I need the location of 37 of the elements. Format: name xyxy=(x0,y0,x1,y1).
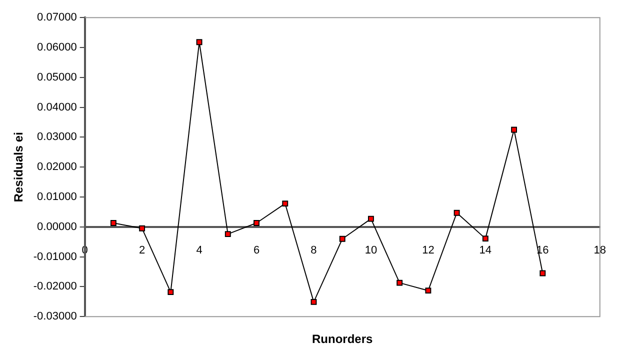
point xyxy=(425,288,432,294)
x-tick-label: 2 xyxy=(138,244,146,257)
point xyxy=(396,280,403,286)
y-tick-label: 0.06000 xyxy=(37,42,77,54)
x-tick-label: 4 xyxy=(196,244,202,257)
point xyxy=(454,210,460,216)
point xyxy=(196,39,202,46)
x-tick-label: 10 xyxy=(364,244,378,257)
y-axis-title: Residuals ei xyxy=(12,132,26,202)
point xyxy=(482,236,488,242)
point xyxy=(339,236,346,242)
x-tick-label: 14 xyxy=(479,244,492,257)
point xyxy=(224,231,231,238)
y-tick-label: 0.00000 xyxy=(37,220,77,233)
y-tick-label: -0.02000 xyxy=(33,280,77,293)
y-tick-label: 0.02000 xyxy=(37,161,77,174)
y-tick-label: 0.05000 xyxy=(37,71,77,84)
x-axis-title: Runorders xyxy=(312,332,374,346)
point xyxy=(310,298,317,305)
point xyxy=(254,220,260,226)
point xyxy=(368,216,374,222)
point xyxy=(168,289,174,296)
point xyxy=(540,270,546,276)
y-tick-label: 0.01000 xyxy=(37,191,77,204)
x-tick-label: 18 xyxy=(594,244,606,257)
point xyxy=(139,225,146,232)
y-tick-label: 0.03000 xyxy=(37,131,77,144)
point xyxy=(110,220,116,226)
x-tick-label: 8 xyxy=(310,244,317,257)
point xyxy=(511,126,518,133)
y-tick-label: 0.04000 xyxy=(37,101,77,114)
y-tick-label: 0.07000 xyxy=(37,12,77,24)
x-tick-label: 12 xyxy=(422,244,434,257)
x-tick-label: 6 xyxy=(253,244,260,257)
y-tick-label: -0.03000 xyxy=(33,310,77,323)
y-tick-label: -0.01000 xyxy=(33,250,77,263)
point xyxy=(282,200,288,207)
